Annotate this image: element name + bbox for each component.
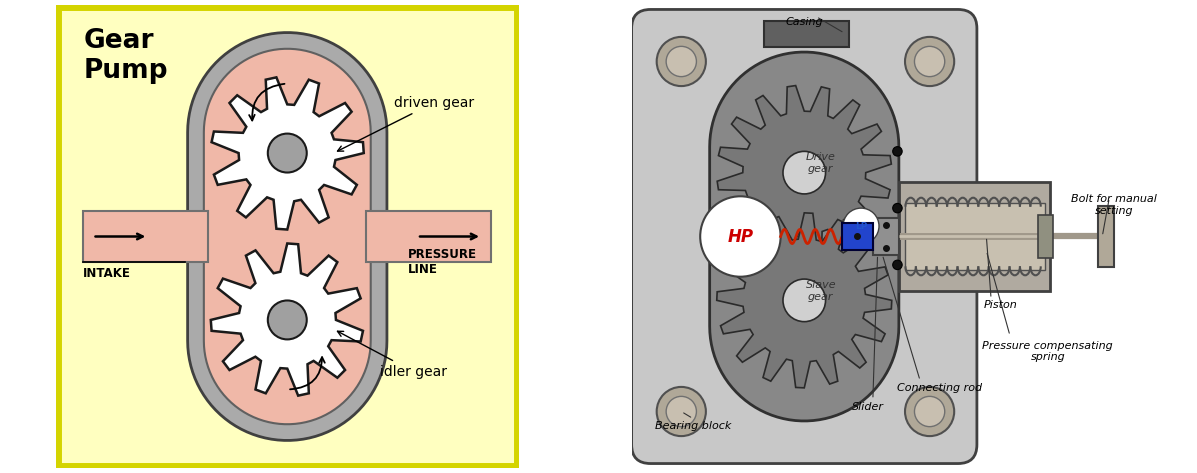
Bar [873, 218, 899, 255]
Text: INTAKE: INTAKE [84, 267, 132, 280]
Polygon shape [211, 244, 363, 395]
Circle shape [915, 46, 944, 77]
Bar [843, 223, 873, 250]
Text: Bearing block: Bearing block [655, 421, 731, 431]
Text: idler gear: idler gear [338, 331, 446, 378]
Bar [899, 182, 1050, 291]
Circle shape [667, 396, 697, 427]
Text: Slave
gear: Slave gear [806, 280, 837, 302]
Circle shape [268, 133, 306, 173]
Circle shape [667, 46, 697, 77]
Circle shape [905, 387, 954, 436]
Bar [764, 21, 849, 47]
Circle shape [783, 151, 826, 194]
Text: Pressure compensating
spring: Pressure compensating spring [983, 341, 1113, 362]
Circle shape [915, 396, 944, 427]
Polygon shape [212, 78, 364, 229]
Circle shape [843, 208, 879, 244]
Bar [1098, 206, 1114, 267]
Text: driven gear: driven gear [338, 96, 474, 151]
Polygon shape [203, 49, 371, 424]
Text: Drive
gear: Drive gear [806, 152, 836, 174]
Circle shape [783, 279, 826, 322]
Text: Slider: Slider [852, 402, 885, 412]
Text: LP: LP [855, 221, 867, 231]
Circle shape [657, 37, 706, 86]
Circle shape [700, 196, 780, 277]
Circle shape [893, 147, 903, 156]
Bar [366, 211, 491, 262]
Circle shape [893, 203, 903, 213]
Text: Gear
Pump: Gear Pump [84, 28, 168, 84]
Text: Connecting rod: Connecting rod [897, 383, 982, 393]
Polygon shape [188, 33, 387, 440]
Text: PRESSURE
LINE: PRESSURE LINE [408, 248, 476, 276]
Text: HP: HP [728, 228, 753, 245]
Text: Casing: Casing [785, 17, 824, 26]
Bar [905, 203, 1045, 270]
Text: Bolt for manual
setting: Bolt for manual setting [1071, 194, 1157, 216]
Polygon shape [710, 52, 899, 421]
Bar [84, 211, 208, 262]
Circle shape [893, 260, 903, 270]
FancyBboxPatch shape [632, 9, 977, 464]
Circle shape [657, 387, 706, 436]
Circle shape [905, 37, 954, 86]
Bar [1038, 215, 1052, 258]
Circle shape [268, 300, 306, 340]
Polygon shape [717, 213, 892, 388]
Polygon shape [717, 86, 892, 260]
Text: Piston: Piston [984, 300, 1017, 310]
